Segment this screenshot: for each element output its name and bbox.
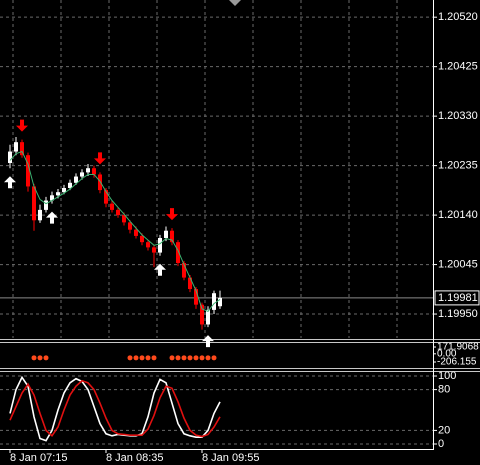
signal-dot <box>127 355 133 361</box>
candle-body <box>110 203 114 210</box>
signal-dot <box>43 355 49 361</box>
y-tick-label: 1.20140 <box>438 209 478 221</box>
candle-body <box>218 297 222 307</box>
candle-body <box>32 186 36 221</box>
y-tick-label: 20 <box>438 424 450 436</box>
y-tick-label: 0.00 <box>437 348 457 359</box>
candle-body <box>152 247 156 253</box>
x-tick-label: 8 Jan 07:15 <box>10 452 68 464</box>
candle-body <box>26 155 30 187</box>
candle-body <box>206 309 210 325</box>
x-tick-label: 8 Jan 08:35 <box>106 452 164 464</box>
candle-body <box>164 230 168 239</box>
sell-arrow <box>16 119 28 132</box>
signal-dot <box>139 355 145 361</box>
y-tick-label: 1.20520 <box>438 11 478 23</box>
y-tick-label: 1.20330 <box>438 110 478 122</box>
signal-dot <box>211 355 217 361</box>
candle-body <box>170 230 174 243</box>
candle-body <box>62 188 66 193</box>
candle-body <box>14 142 18 152</box>
signal-dot <box>193 355 199 361</box>
moving-average <box>9 150 221 313</box>
candle-body <box>56 192 60 196</box>
signal-dot <box>187 355 193 361</box>
signal-dot <box>205 355 211 361</box>
buy-arrow <box>202 335 214 348</box>
oscillator-line <box>9 375 221 442</box>
candle-body <box>182 263 186 278</box>
candle-body <box>44 200 48 210</box>
y-tick-label: 1.20045 <box>438 258 478 270</box>
candle-body <box>92 168 96 175</box>
current-price-label: 1.19981 <box>438 292 478 304</box>
candle-body <box>134 229 138 236</box>
candle-body <box>140 235 144 243</box>
signal-dot <box>31 355 37 361</box>
buy-arrow <box>4 176 16 189</box>
signal-dot <box>181 355 187 361</box>
candle-body <box>20 142 24 156</box>
signal-dot <box>169 355 175 361</box>
y-tick-label: 1.19950 <box>438 308 478 320</box>
candle-body <box>146 242 150 248</box>
candle-body <box>200 304 204 325</box>
scroll-marker[interactable] <box>229 0 241 6</box>
candle-body <box>128 222 132 230</box>
signal-dot <box>37 355 43 361</box>
candle-body <box>176 242 180 264</box>
buy-arrow <box>46 211 58 224</box>
candle-body <box>194 289 198 305</box>
candle-body <box>98 174 102 191</box>
candle-body <box>212 293 216 310</box>
signal-dot <box>199 355 205 361</box>
candle-body <box>104 190 108 204</box>
y-tick-label: 0 <box>438 438 444 450</box>
candle-body <box>86 168 90 173</box>
signal-dot <box>175 355 181 361</box>
candle-body <box>80 172 84 177</box>
y-tick-label: 1.20425 <box>438 61 478 73</box>
sell-arrow <box>94 152 106 165</box>
candle-body <box>8 151 12 164</box>
oscillator-line <box>9 379 221 438</box>
signal-dot <box>145 355 151 361</box>
signal-dot <box>151 355 157 361</box>
y-tick-label: 1.20235 <box>438 160 478 172</box>
y-tick-label: 80 <box>438 384 450 396</box>
current-price-box <box>434 290 480 306</box>
candle-body <box>74 176 78 183</box>
candle-body <box>68 182 72 189</box>
signal-dot <box>133 355 139 361</box>
candle-body <box>50 195 54 201</box>
x-tick-label: 8 Jan 09:55 <box>202 452 260 464</box>
buy-arrow <box>154 263 166 276</box>
candle-body <box>158 238 162 253</box>
candle-body <box>38 209 42 221</box>
y-tick-label: 100 <box>438 370 456 382</box>
y-tick-label: 171.9068 <box>437 342 479 353</box>
y-tick-label: -206.155 <box>437 357 477 368</box>
candle-body <box>188 277 192 290</box>
candle-body <box>116 209 120 216</box>
candle-body <box>122 215 126 223</box>
sell-arrow <box>166 208 178 221</box>
